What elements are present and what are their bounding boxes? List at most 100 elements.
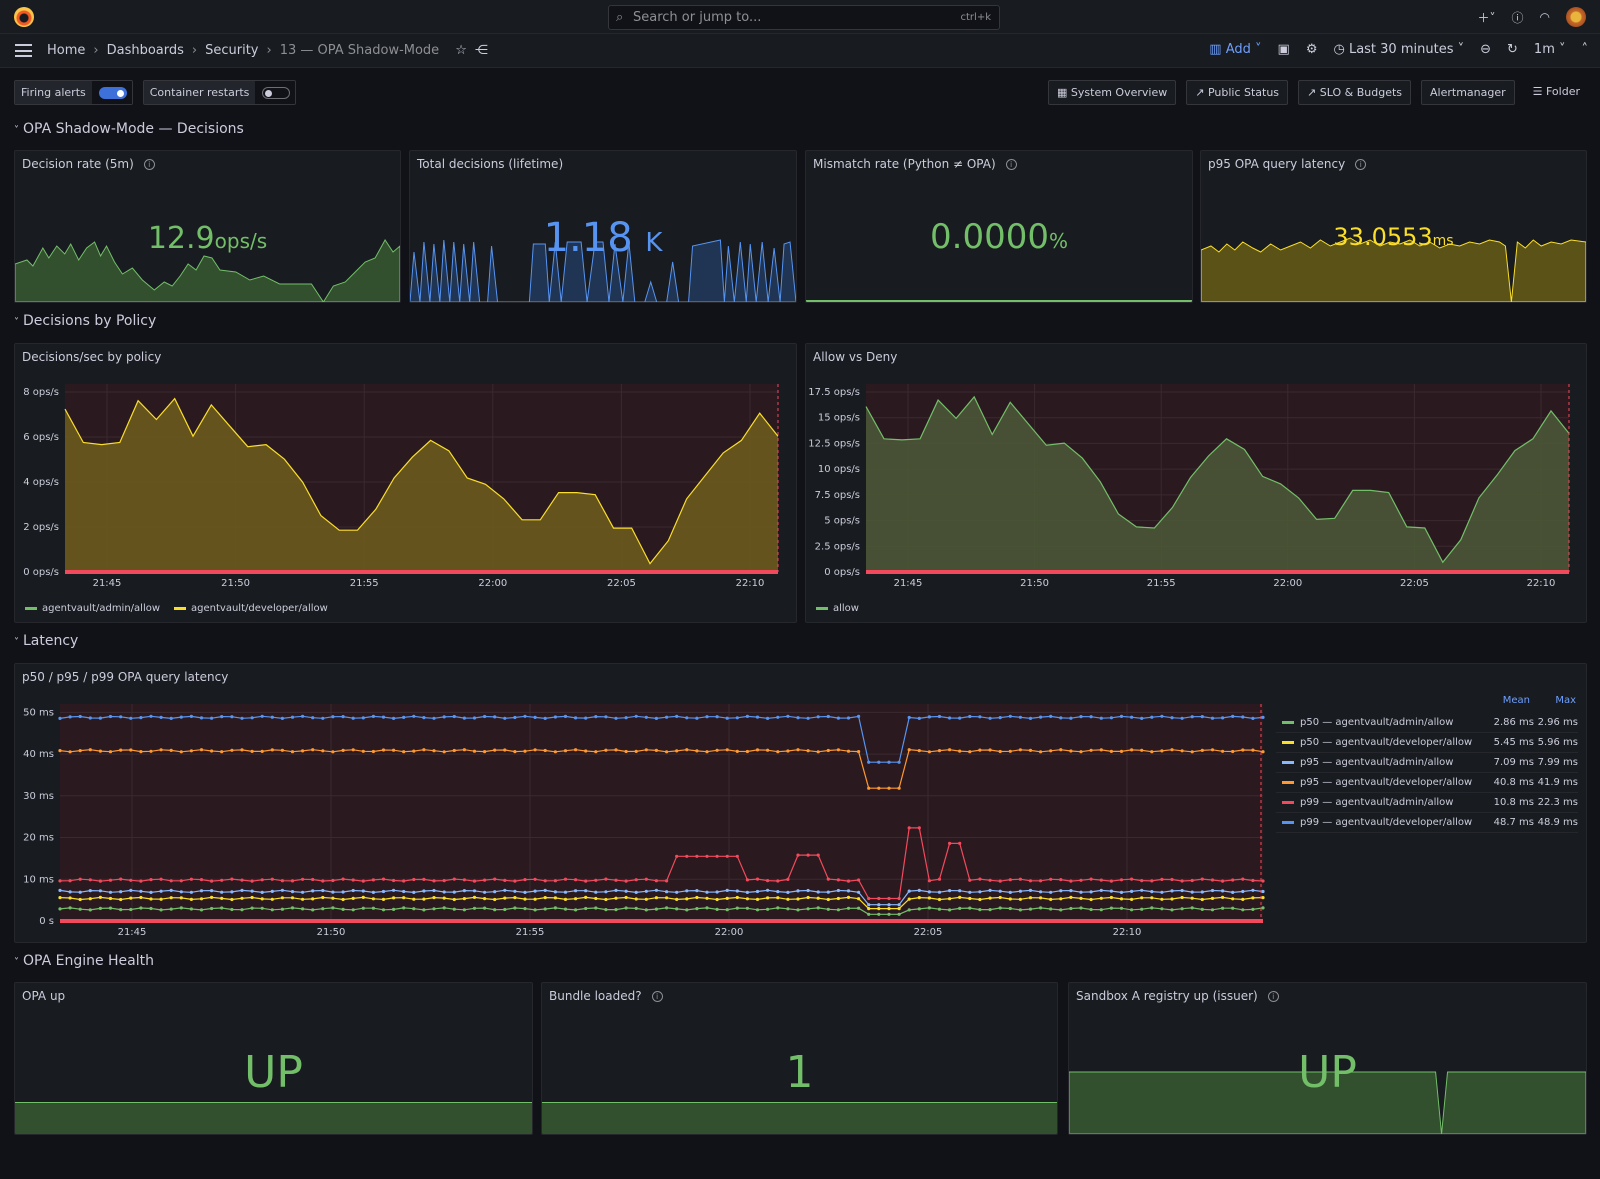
- data-point: [371, 749, 375, 754]
- star-icon[interactable]: ☆: [455, 43, 467, 58]
- timeseries-panel-decisions-by-policy[interactable]: Decisions/sec by policy 0 ops/s 2 ops/s 4 …: [14, 343, 797, 623]
- info-icon[interactable]: i: [1355, 159, 1367, 170]
- data-point: [119, 877, 123, 881]
- data-point: [553, 906, 558, 910]
- data-point: [119, 897, 123, 902]
- user-avatar[interactable]: [1566, 7, 1586, 27]
- latency-legend-row[interactable]: p99 — agentvault/admin/allow 10.8 ms 22.3 …: [1276, 793, 1578, 813]
- data-point: [290, 890, 295, 894]
- latency-legend-row[interactable]: p99 — agentvault/developer/allow 48.7 ms 4…: [1276, 813, 1578, 833]
- data-point: [574, 748, 578, 752]
- data-point: [1099, 896, 1103, 900]
- data-point: [998, 879, 1002, 883]
- data-point: [553, 879, 558, 883]
- data-point: [1069, 889, 1073, 893]
- news-icon[interactable]: ◠: [1539, 10, 1550, 24]
- latency-legend-row[interactable]: p50 — agentvault/developer/allow 5.45 ms 5…: [1276, 733, 1578, 753]
- data-point: [766, 716, 770, 720]
- save-icon[interactable]: ▣: [1277, 42, 1290, 57]
- row-header-latency[interactable]: ˅ Latency: [14, 633, 79, 649]
- info-icon[interactable]: i: [1005, 159, 1017, 170]
- breadcrumb-dashboards[interactable]: Dashboards: [106, 43, 184, 58]
- collapse-icon[interactable]: ˄: [1581, 42, 1589, 57]
- legend-mean-header[interactable]: Mean: [1502, 695, 1530, 706]
- time-picker[interactable]: ◷ Last 30 minutes ˅: [1333, 42, 1465, 57]
- data-point: [624, 895, 628, 900]
- data-point: [584, 716, 588, 720]
- row-header-policy[interactable]: ˅ Decisions by Policy: [14, 313, 157, 329]
- timeseries-panel-allow-vs-deny[interactable]: Allow vs Deny 0 ops/s 2.5 ops/s 5 ops/s 7.5…: [805, 343, 1587, 623]
- data-point: [179, 896, 183, 900]
- data-point: [422, 889, 426, 893]
- stat-panel-mismatch-rate[interactable]: Mismatch rate (Python ≠ OPA) i 0.0000%: [805, 150, 1193, 303]
- data-point: [1221, 895, 1225, 899]
- sandbox-registry-value: UP: [1298, 1047, 1357, 1098]
- stat-panel-sandbox-registry[interactable]: Sandbox A registry up (issuer) i UP: [1068, 982, 1587, 1135]
- stat-panel-bundle-loaded[interactable]: Bundle loaded? i 1: [541, 982, 1058, 1135]
- data-point: [846, 906, 851, 910]
- data-point: [331, 878, 335, 883]
- grafana-logo-icon[interactable]: [14, 7, 34, 27]
- refresh-interval[interactable]: 1m ˅: [1533, 42, 1566, 57]
- data-point: [199, 897, 204, 901]
- legend-item[interactable]: allow: [816, 603, 859, 614]
- data-point: [432, 716, 436, 720]
- new-plus-icon[interactable]: ＋˅: [1477, 10, 1496, 25]
- data-point: [604, 890, 608, 894]
- data-point: [1089, 877, 1093, 881]
- add-button[interactable]: ▥ Add ˅: [1209, 42, 1262, 57]
- data-point: [937, 890, 942, 894]
- settings-icon[interactable]: ⚙: [1305, 42, 1318, 57]
- breadcrumb-home[interactable]: Home: [47, 43, 86, 58]
- info-icon[interactable]: i: [651, 991, 663, 1002]
- help-icon[interactable]: ⓘ: [1511, 10, 1524, 25]
- stat-panel-decision-rate[interactable]: Decision rate (5m) i 12.9ops/s: [14, 150, 401, 303]
- link-alertmanager[interactable]: Alertmanager: [1421, 80, 1515, 105]
- data-point: [108, 890, 113, 894]
- data-point: [402, 715, 406, 719]
- refresh-icon[interactable]: ↻: [1507, 42, 1518, 57]
- row-header-engine-health[interactable]: ˅ OPA Engine Health: [14, 953, 154, 969]
- legend-item[interactable]: agentvault/developer/allow: [174, 603, 328, 614]
- x-tick-label: 22:05: [607, 578, 636, 589]
- data-point: [311, 897, 315, 901]
- legend-max-header[interactable]: Max: [1555, 695, 1576, 706]
- menu-icon[interactable]: [15, 44, 32, 57]
- data-point: [513, 889, 517, 893]
- data-point: [857, 750, 861, 754]
- stat-panel-opa-up[interactable]: OPA up UP: [14, 982, 533, 1135]
- data-point: [139, 716, 143, 720]
- data-point: [948, 841, 952, 845]
- data-point: [58, 879, 62, 883]
- zoom-out-icon[interactable]: ⊖: [1480, 42, 1492, 57]
- data-point: [1119, 890, 1124, 894]
- link-public-status[interactable]: ↗ Public Status: [1186, 80, 1289, 105]
- share-icon[interactable]: ⋲: [474, 43, 488, 58]
- data-point: [988, 896, 992, 900]
- link-system-overview[interactable]: ▦ System Overview: [1048, 80, 1177, 105]
- legend-item[interactable]: agentvault/admin/allow: [25, 603, 160, 614]
- dashboard-nav: Home › Dashboards › Security › 13 — OPA Sha…: [0, 34, 1600, 68]
- stat-panel-total-decisions[interactable]: Total decisions (lifetime) 1.18 K: [409, 150, 797, 303]
- row-header-decisions[interactable]: ˅ OPA Shadow-Mode — Decisions: [14, 121, 244, 137]
- x-tick-label: 22:00: [478, 578, 507, 589]
- link-slo-budgets[interactable]: ↗ SLO & Budgets: [1298, 80, 1412, 105]
- info-icon[interactable]: i: [1267, 991, 1279, 1002]
- search-input[interactable]: ⌕ Search or jump to... ctrl+k: [608, 5, 1000, 30]
- data-point: [1241, 889, 1245, 894]
- timeseries-panel-latency[interactable]: p50 / p95 / p99 OPA query latency 0 s 10 …: [14, 663, 1587, 943]
- data-point: [877, 896, 881, 901]
- latency-legend-row[interactable]: p95 — agentvault/admin/allow 7.09 ms 7.99 …: [1276, 753, 1578, 773]
- stat-panel-p95-latency[interactable]: p95 OPA query latency i 33.0553ms: [1200, 150, 1587, 303]
- latency-legend-row[interactable]: p50 — agentvault/admin/allow 2.86 ms 2.96 …: [1276, 713, 1578, 733]
- link-folder[interactable]: ☰ Folder: [1532, 85, 1580, 98]
- data-point: [108, 878, 113, 882]
- info-icon[interactable]: i: [143, 159, 155, 170]
- data-point: [634, 878, 638, 882]
- firing-alerts-toggle[interactable]: [98, 87, 127, 99]
- data-point: [968, 896, 972, 901]
- container-restarts-toggle[interactable]: [262, 87, 291, 99]
- latency-legend-row[interactable]: p95 — agentvault/developer/allow 40.8 ms 4…: [1276, 773, 1578, 793]
- breadcrumb-security[interactable]: Security: [205, 43, 259, 58]
- data-point: [1109, 749, 1113, 753]
